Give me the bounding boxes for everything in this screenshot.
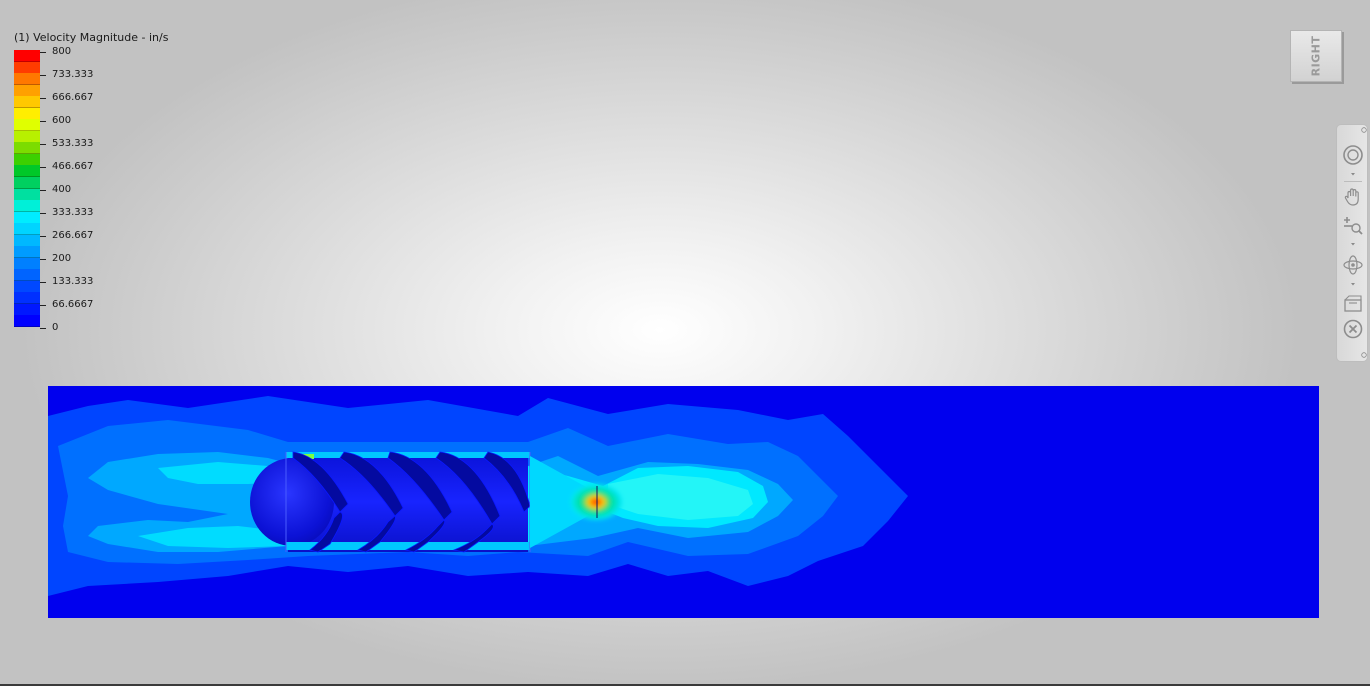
rotor-top-edge xyxy=(286,452,530,458)
legend-tick-label: 800 xyxy=(52,46,72,57)
legend-tick-label: 733.333 xyxy=(52,69,94,80)
legend-tick-label: 133.333 xyxy=(52,276,94,287)
legend-tick-label: 333.333 xyxy=(52,207,94,218)
legend-tick xyxy=(40,167,46,168)
legend-tick xyxy=(40,213,46,214)
stop-icon xyxy=(1343,319,1363,339)
legend-color-segment xyxy=(14,200,40,213)
navbar-close-icon[interactable] xyxy=(1361,127,1367,133)
pan-icon xyxy=(1344,188,1359,206)
legend-tick-label: 200 xyxy=(52,253,72,264)
legend-tick-label: 66.6667 xyxy=(52,299,94,310)
legend-color-bar xyxy=(14,50,40,328)
legend-tick xyxy=(40,305,46,306)
steering-wheel-button[interactable] xyxy=(1341,143,1365,167)
viewcube-face-label[interactable]: RIGHT xyxy=(1309,35,1323,77)
flow-field-svg xyxy=(48,386,1319,618)
legend-tick xyxy=(40,121,46,122)
legend-tick xyxy=(40,75,46,76)
legend-tick xyxy=(40,259,46,260)
legend-tick xyxy=(40,190,46,191)
legend-color-segment xyxy=(14,315,40,328)
legend-color-segment xyxy=(14,188,40,201)
rotor-bottom-edge xyxy=(286,542,530,550)
legend-color-segment xyxy=(14,303,40,316)
legend-color-segment xyxy=(14,211,40,224)
legend-color-segment xyxy=(14,280,40,293)
zoom-button[interactable] xyxy=(1341,213,1365,237)
legend-tick xyxy=(40,144,46,145)
navigation-bar xyxy=(1336,124,1368,362)
legend-tick-label: 466.667 xyxy=(52,161,94,172)
look-at-button[interactable] xyxy=(1341,291,1365,315)
legend-tick xyxy=(40,236,46,237)
legend-color-segment xyxy=(14,61,40,74)
legend-tick-label: 0 xyxy=(52,322,59,333)
legend-color-segment xyxy=(14,223,40,236)
look-at-icon xyxy=(1344,295,1362,312)
legend-tick-label: 533.333 xyxy=(52,138,94,149)
viewcube[interactable]: RIGHT xyxy=(1290,30,1342,82)
orbit-icon xyxy=(1343,255,1363,275)
orbit-dropdown-icon[interactable] xyxy=(1350,281,1356,287)
contour-downstream-core xyxy=(608,474,753,520)
legend-color-segment xyxy=(14,50,40,62)
legend-color-segment xyxy=(14,165,40,178)
legend-tick xyxy=(40,282,46,283)
outlet-hotspot xyxy=(570,484,622,520)
velocity-contour-plot[interactable] xyxy=(48,386,1319,618)
legend-color-segment xyxy=(14,96,40,109)
rotor-blades xyxy=(292,451,531,553)
legend-color-segment xyxy=(14,153,40,166)
zoom-icon xyxy=(1344,217,1363,235)
legend-color-segment xyxy=(14,119,40,132)
legend-color-segment xyxy=(14,130,40,143)
legend-tick-label: 266.667 xyxy=(52,230,94,241)
zoom-dropdown-icon[interactable] xyxy=(1350,241,1356,247)
navbar-divider xyxy=(1344,181,1362,182)
legend-tick xyxy=(40,98,46,99)
legend-color-segment xyxy=(14,246,40,259)
navbar-options-icon[interactable] xyxy=(1361,352,1367,358)
stop-button[interactable] xyxy=(1341,317,1365,341)
legend-color-segment xyxy=(14,73,40,86)
outlet-cone xyxy=(530,456,596,548)
orbit-button[interactable] xyxy=(1341,253,1365,277)
legend-tick-label: 600 xyxy=(52,115,72,126)
steering-wheel-icon xyxy=(1343,145,1363,165)
rotor-nose xyxy=(250,458,334,546)
legend-color-segment xyxy=(14,84,40,97)
legend-color-segment xyxy=(14,292,40,305)
pan-button[interactable] xyxy=(1341,185,1365,209)
legend-tick xyxy=(40,328,46,329)
legend-color-segment xyxy=(14,269,40,282)
legend-color-segment xyxy=(14,176,40,189)
legend-tick-label: 400 xyxy=(52,184,72,195)
legend-title: (1) Velocity Magnitude - in/s xyxy=(14,31,169,44)
window-bottom-border xyxy=(0,684,1370,686)
steering-wheel-dropdown-icon[interactable] xyxy=(1350,171,1356,177)
legend-tick-label: 666.667 xyxy=(52,92,94,103)
legend-color-segment xyxy=(14,107,40,120)
legend-tick xyxy=(40,52,46,53)
legend-color-segment xyxy=(14,257,40,270)
legend-color-segment xyxy=(14,234,40,247)
legend-color-segment xyxy=(14,142,40,155)
